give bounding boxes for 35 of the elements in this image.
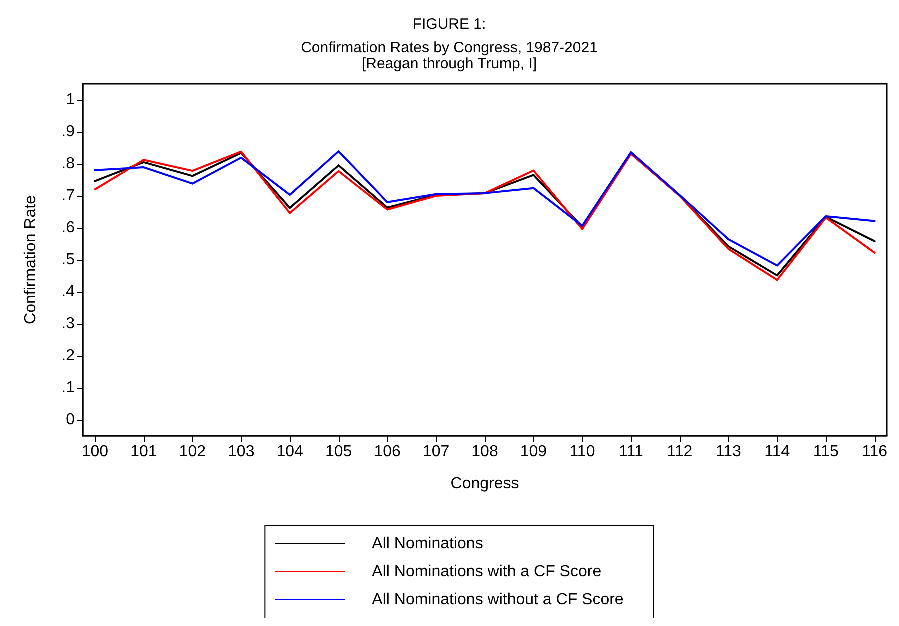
y-tick-label: 0 bbox=[66, 412, 76, 428]
y-tick-label: .8 bbox=[62, 156, 76, 172]
chart-title: FIGURE 1: bbox=[412, 16, 486, 33]
x-tick-label: 112 bbox=[667, 444, 693, 460]
x-tick-label: 115 bbox=[813, 444, 839, 460]
x-tick-label: 113 bbox=[716, 444, 742, 460]
y-tick-label: .2 bbox=[62, 348, 76, 364]
x-tick-label: 103 bbox=[228, 444, 255, 460]
x-tick-label: 101 bbox=[130, 444, 158, 460]
x-tick-label: 114 bbox=[764, 444, 790, 460]
y-tick-label: .4 bbox=[62, 284, 76, 300]
legend-label: All Nominations without a CF Score bbox=[372, 592, 624, 608]
chart-subtitle: Confirmation Rates by Congress, 1987-2021 [Reagan through Trump, I] bbox=[301, 40, 598, 72]
x-tick-label: 108 bbox=[472, 444, 498, 460]
y-tick-label: .5 bbox=[62, 252, 76, 268]
y-axis-title: Confirmation Rate bbox=[22, 195, 40, 324]
y-tick-label: 1 bbox=[66, 92, 76, 108]
x-tick-label: 106 bbox=[374, 444, 401, 460]
y-tick-label: .3 bbox=[62, 316, 76, 332]
x-tick-label: 111 bbox=[619, 444, 644, 460]
y-tick-label: .9 bbox=[62, 124, 76, 140]
x-tick-label: 109 bbox=[520, 444, 548, 460]
y-tick-label: .7 bbox=[62, 188, 76, 204]
x-axis-title: Congress bbox=[450, 476, 520, 492]
x-tick-label: 107 bbox=[422, 444, 450, 460]
legend-label: All Nominations with a CF Score bbox=[372, 564, 602, 580]
x-tick-label: 105 bbox=[325, 444, 352, 460]
y-tick-label: .1 bbox=[62, 380, 76, 396]
x-tick-label: 102 bbox=[179, 444, 206, 460]
x-tick-label: 104 bbox=[276, 444, 304, 460]
x-tick-label: 116 bbox=[862, 444, 888, 460]
y-tick-label: .6 bbox=[62, 220, 76, 236]
legend-label: All Nominations bbox=[372, 536, 484, 552]
x-tick-label: 100 bbox=[82, 444, 109, 460]
x-tick-label: 110 bbox=[570, 444, 596, 460]
